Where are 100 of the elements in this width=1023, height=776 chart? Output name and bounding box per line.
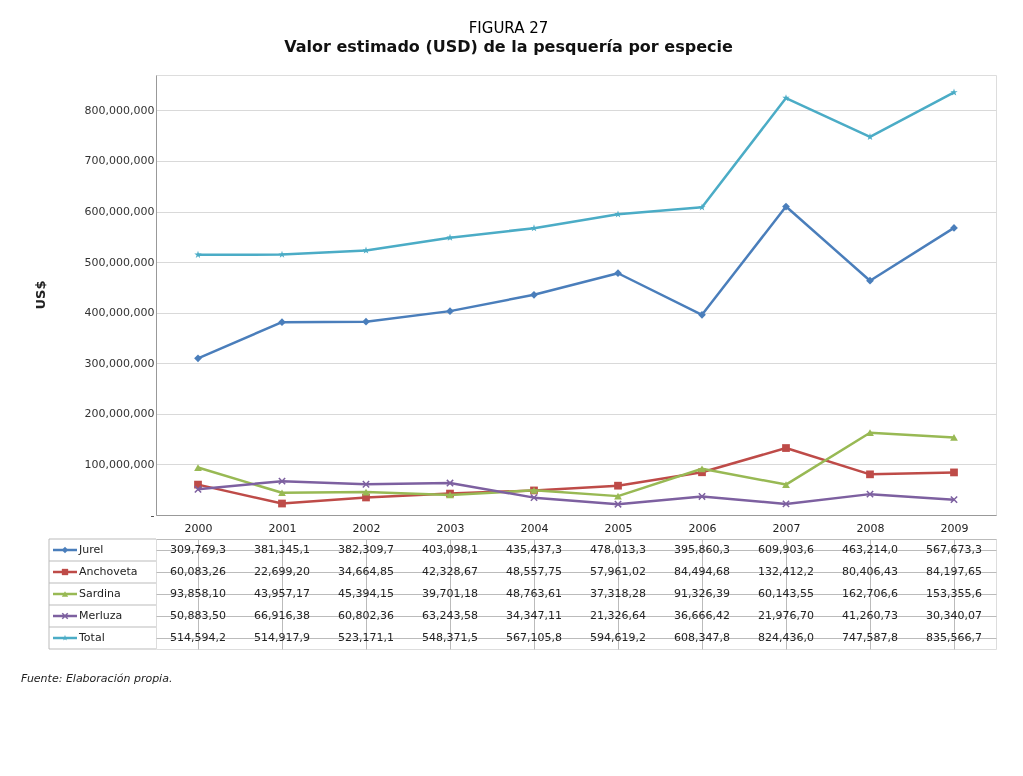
data-label: 162,706,6 [842,587,898,600]
legend-label: Total [78,631,105,644]
data-label: 63,243,58 [422,609,478,622]
data-label: 42,328,67 [422,565,478,578]
data-label: 84,197,65 [926,565,982,578]
x-tick-label: 2005 [604,521,633,535]
point [866,276,874,285]
point [614,210,622,218]
point [950,434,958,441]
point [362,246,370,254]
data-label: 39,701,18 [422,587,478,600]
data-label: 60,802,36 [338,609,394,622]
point [866,429,874,437]
point [698,203,706,211]
x-tick-label: 2009 [940,521,969,535]
point [446,479,454,487]
data-label: 835,566,7 [926,631,982,644]
x-tick-label: 2003 [436,521,465,535]
x-tick-label: 2000 [184,521,213,535]
data-label: 21,326,64 [590,609,646,622]
legend-label: Merluza [79,609,123,622]
point [530,224,538,232]
data-label: 34,664,85 [338,565,394,578]
data-label: 60,083,26 [170,565,226,578]
point [782,444,790,452]
data-label: 91,326,39 [674,587,730,600]
data-label: 132,412,2 [758,565,814,578]
x-tick-label: 2001 [268,521,297,535]
data-label: 514,594,2 [170,631,226,644]
data-label: 514,917,9 [254,631,310,644]
data-label: 50,883,50 [170,609,226,622]
data-label: 66,916,38 [254,609,310,622]
data-label: 463,214,0 [842,543,898,556]
y-tick-label: 500,000,000 [84,255,155,269]
data-label: 435,437,3 [506,543,562,556]
data-label: 609,903,6 [758,543,814,556]
data-label: 45,394,15 [338,587,394,600]
point [278,250,286,258]
data-label: 153,355,6 [926,587,982,600]
point [782,94,790,102]
legend-label: Anchoveta [79,565,138,578]
data-label: 567,105,8 [506,631,562,644]
data-label: 60,143,55 [758,587,814,600]
y-tick-label: 700,000,000 [84,154,155,168]
data-label: 395,860,3 [674,543,730,556]
data-label: 523,171,1 [338,631,394,644]
data-label: 37,318,28 [590,587,646,600]
data-label: 382,309,7 [338,543,394,556]
data-label: 824,436,0 [758,631,814,644]
data-label: 608,347,8 [674,631,730,644]
data-label: 381,345,1 [254,543,310,556]
legend-label: Sardina [79,587,121,600]
data-label: 403,098,1 [422,543,478,556]
data-label: 478,013,3 [590,543,646,556]
data-label: 84,494,68 [674,565,730,578]
y-tick-label: 300,000,000 [84,356,155,370]
x-tick-label: 2008 [856,521,885,535]
data-label: 30,340,07 [926,609,982,622]
point [362,317,370,326]
data-label: 93,858,10 [170,587,226,600]
y-tick-label: 200,000,000 [84,407,155,421]
data-label: 21,976,70 [758,609,814,622]
point [782,202,790,211]
x-tick-label: 2002 [352,521,381,535]
data-label: 309,769,3 [170,543,226,556]
data-label: 34,347,11 [506,609,562,622]
data-label: 548,371,5 [422,631,478,644]
data-label: 48,763,61 [506,587,562,600]
point [950,468,958,477]
point [278,499,286,508]
x-tick-label: 2006 [688,521,717,535]
point [698,465,706,473]
chart-subtitle: Valor estimado (USD) de la pesquería por especie [284,36,733,56]
y-tick-label: - [150,508,155,522]
legend-label: Jurel [78,543,104,556]
point [194,464,202,471]
y-axis-title: US$ [33,280,48,310]
data-label: 57,961,02 [590,565,646,578]
y-tick-label: 400,000,000 [84,306,155,320]
data-label: 48,557,75 [506,565,562,578]
x-tick-label: 2004 [520,521,549,535]
data-label: 594,619,2 [590,631,646,644]
y-tick-label: 800,000,000 [84,103,155,117]
point [698,310,706,319]
point [950,88,958,96]
point [530,290,538,299]
data-label: 43,957,17 [254,587,310,600]
point [614,481,622,490]
point [866,470,874,479]
data-label: 41,260,73 [842,609,898,622]
chart-title: FIGURA 27 [468,18,549,37]
point [278,489,286,497]
point [782,481,790,488]
x-tick-label: 2007 [772,521,801,535]
data-label: 22,699,20 [254,565,310,578]
data-label: 80,406,43 [842,565,898,578]
data-label: 36,666,42 [674,609,730,622]
point [446,233,454,241]
point [614,269,622,278]
data-label: 567,673,3 [926,543,982,556]
